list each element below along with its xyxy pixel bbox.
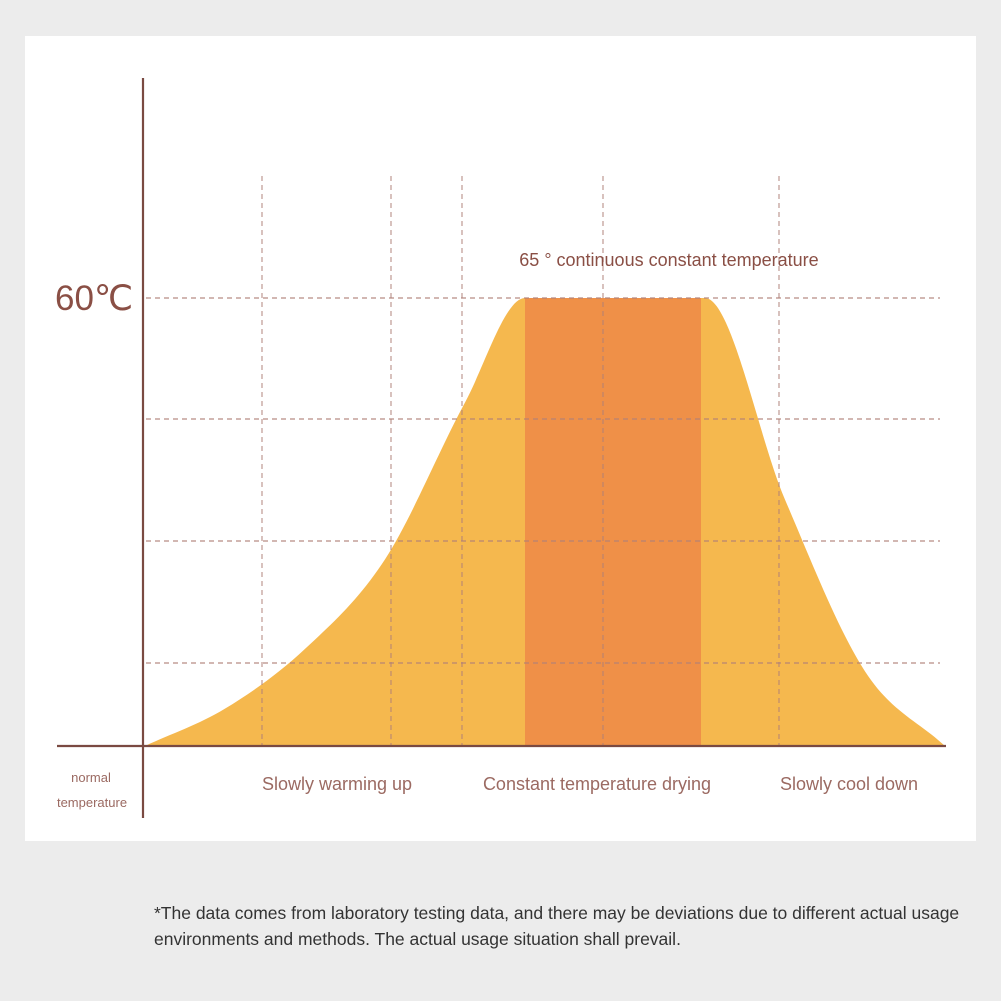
temperature-chart: 60℃ 65 ° continuous constant temperature n… [25, 36, 976, 841]
phase-label: Slowly warming up [262, 774, 412, 794]
origin-label-line2: temperature [57, 795, 127, 810]
y-tick-label: 60℃ [55, 279, 133, 318]
phase-label: Slowly cool down [780, 774, 918, 794]
footnote: *The data comes from laboratory testing … [154, 903, 960, 949]
phase-label: Constant temperature drying [483, 774, 711, 794]
annotation-label: 65 ° continuous constant temperature [519, 250, 818, 270]
constant-temperature-band [525, 298, 701, 746]
origin-label-line1: normal [71, 770, 111, 785]
